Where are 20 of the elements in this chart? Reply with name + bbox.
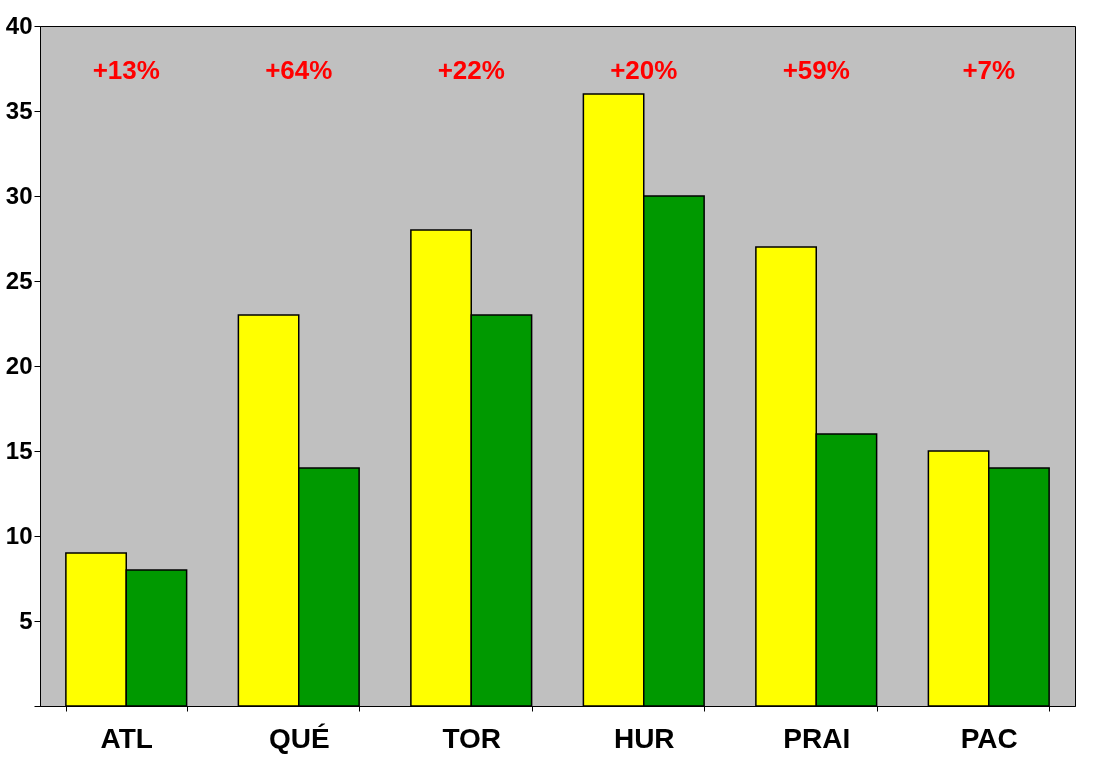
x-tick-label: PRAI (783, 722, 851, 754)
y-tick-label: 5 (19, 606, 33, 634)
annotation: +13% (92, 55, 160, 85)
y-tick-label: 40 (5, 11, 33, 39)
annotation: +22% (437, 55, 505, 85)
annotation: +20% (610, 55, 678, 85)
x-tick-label: TOR (442, 722, 502, 754)
x-tick-label: HUR (613, 722, 675, 754)
annotation: +64% (265, 55, 333, 85)
y-tick-label: 25 (5, 266, 33, 294)
y-tick-label: 20 (5, 351, 33, 379)
y-tick-label: 15 (5, 436, 33, 464)
y-tick-label: 35 (5, 96, 33, 124)
annotation: +59% (782, 55, 850, 85)
annotation: +7% (962, 55, 1016, 85)
x-tick-label: QUÉ (268, 722, 330, 754)
y-tick-label: 30 (5, 181, 33, 209)
y-tick-label: 10 (5, 521, 33, 549)
x-tick-label: PAC (960, 722, 1018, 754)
x-tick-label: ATL (100, 722, 153, 754)
